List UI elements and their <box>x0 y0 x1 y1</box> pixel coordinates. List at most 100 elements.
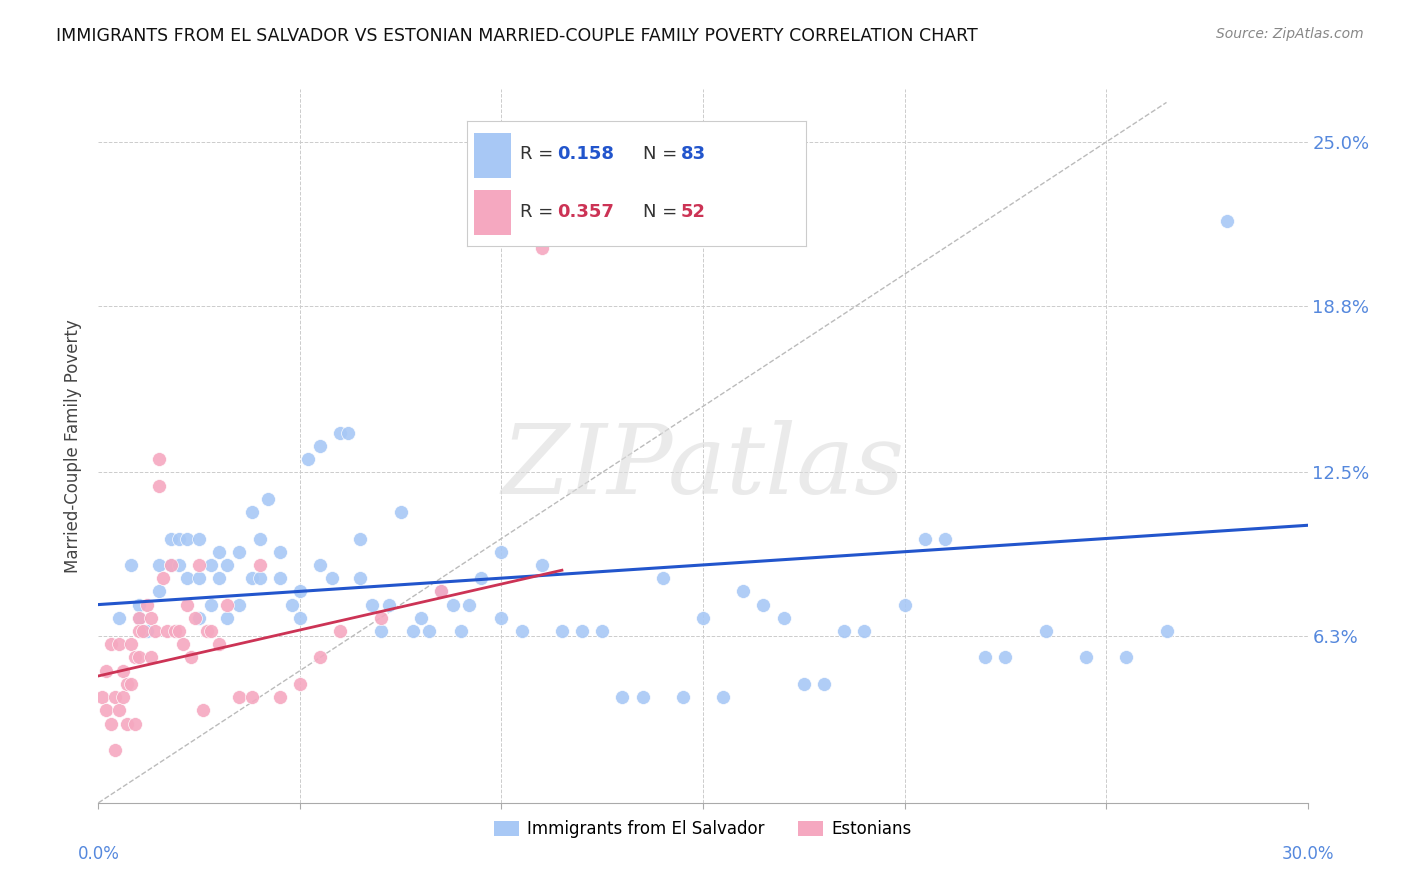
Point <box>96 703 118 717</box>
Point <box>288 611 311 625</box>
Point <box>208 637 231 651</box>
Point <box>370 624 392 638</box>
Point <box>914 532 936 546</box>
Point <box>148 478 170 492</box>
Legend: Immigrants from El Salvador, Estonians: Immigrants from El Salvador, Estonians <box>488 814 918 845</box>
Point <box>321 571 343 585</box>
Y-axis label: Married-Couple Family Poverty: Married-Couple Family Poverty <box>65 319 83 573</box>
Point <box>530 241 553 255</box>
Point <box>994 650 1017 665</box>
Point <box>120 677 142 691</box>
Point <box>120 637 142 651</box>
Point <box>249 532 271 546</box>
Point <box>176 598 198 612</box>
Text: ZIPatlas: ZIPatlas <box>502 420 904 515</box>
Point <box>510 624 533 638</box>
Point <box>309 439 332 453</box>
Point <box>167 624 190 638</box>
Point <box>309 558 332 572</box>
Point <box>120 558 142 572</box>
Point <box>269 690 291 704</box>
Point <box>692 611 714 625</box>
Point <box>128 650 150 665</box>
Point <box>128 611 150 625</box>
Point <box>370 611 392 625</box>
Point <box>172 637 194 651</box>
Point <box>128 598 150 612</box>
Point <box>148 452 170 467</box>
Point <box>441 598 464 612</box>
Point <box>853 624 876 638</box>
Point <box>269 571 291 585</box>
Point <box>148 584 170 599</box>
Point <box>195 624 218 638</box>
Point <box>349 532 371 546</box>
Point <box>377 598 399 612</box>
Point <box>631 690 654 704</box>
Point <box>389 505 412 519</box>
Point <box>591 624 613 638</box>
Point <box>249 571 271 585</box>
Point <box>893 598 915 612</box>
Point <box>430 584 453 599</box>
Text: 30.0%: 30.0% <box>1281 845 1334 863</box>
Point <box>208 545 231 559</box>
Point <box>176 571 198 585</box>
Point <box>188 611 211 625</box>
Point <box>256 491 278 506</box>
Point <box>430 584 453 599</box>
Point <box>115 677 138 691</box>
Point <box>100 637 122 651</box>
Text: IMMIGRANTS FROM EL SALVADOR VS ESTONIAN MARRIED-COUPLE FAMILY POVERTY CORRELATIO: IMMIGRANTS FROM EL SALVADOR VS ESTONIAN … <box>56 27 979 45</box>
Point <box>1156 624 1178 638</box>
Point <box>1074 650 1097 665</box>
Point <box>450 624 472 638</box>
Point <box>228 598 250 612</box>
Point <box>409 611 432 625</box>
Point <box>1216 214 1239 228</box>
Point <box>974 650 997 665</box>
Point <box>309 650 332 665</box>
Point <box>1115 650 1137 665</box>
Point <box>96 664 118 678</box>
Point <box>228 545 250 559</box>
Point <box>402 624 425 638</box>
Point <box>240 690 263 704</box>
Point <box>167 558 190 572</box>
Point <box>288 584 311 599</box>
Point <box>269 545 291 559</box>
Point <box>832 624 855 638</box>
Point <box>103 743 125 757</box>
Point <box>651 571 673 585</box>
Point <box>733 584 755 599</box>
Point <box>281 598 304 612</box>
Point <box>249 558 271 572</box>
Point <box>349 571 371 585</box>
Point <box>128 624 150 638</box>
Point <box>288 677 311 691</box>
Point <box>188 532 211 546</box>
Point <box>228 690 250 704</box>
Text: Source: ZipAtlas.com: Source: ZipAtlas.com <box>1216 27 1364 41</box>
Text: 0.0%: 0.0% <box>77 845 120 863</box>
Point <box>124 650 146 665</box>
Point <box>139 611 162 625</box>
Point <box>139 650 162 665</box>
Point <box>156 624 179 638</box>
Point <box>152 571 174 585</box>
Point <box>551 624 574 638</box>
Point <box>772 611 794 625</box>
Point <box>115 716 138 731</box>
Point <box>103 690 125 704</box>
Point <box>107 611 129 625</box>
Point <box>217 611 239 625</box>
Point <box>180 650 202 665</box>
Point <box>135 598 157 612</box>
Point <box>132 624 155 638</box>
Point <box>813 677 835 691</box>
Point <box>240 505 263 519</box>
Point <box>491 545 513 559</box>
Point <box>571 624 593 638</box>
Point <box>167 532 190 546</box>
Point <box>193 703 215 717</box>
